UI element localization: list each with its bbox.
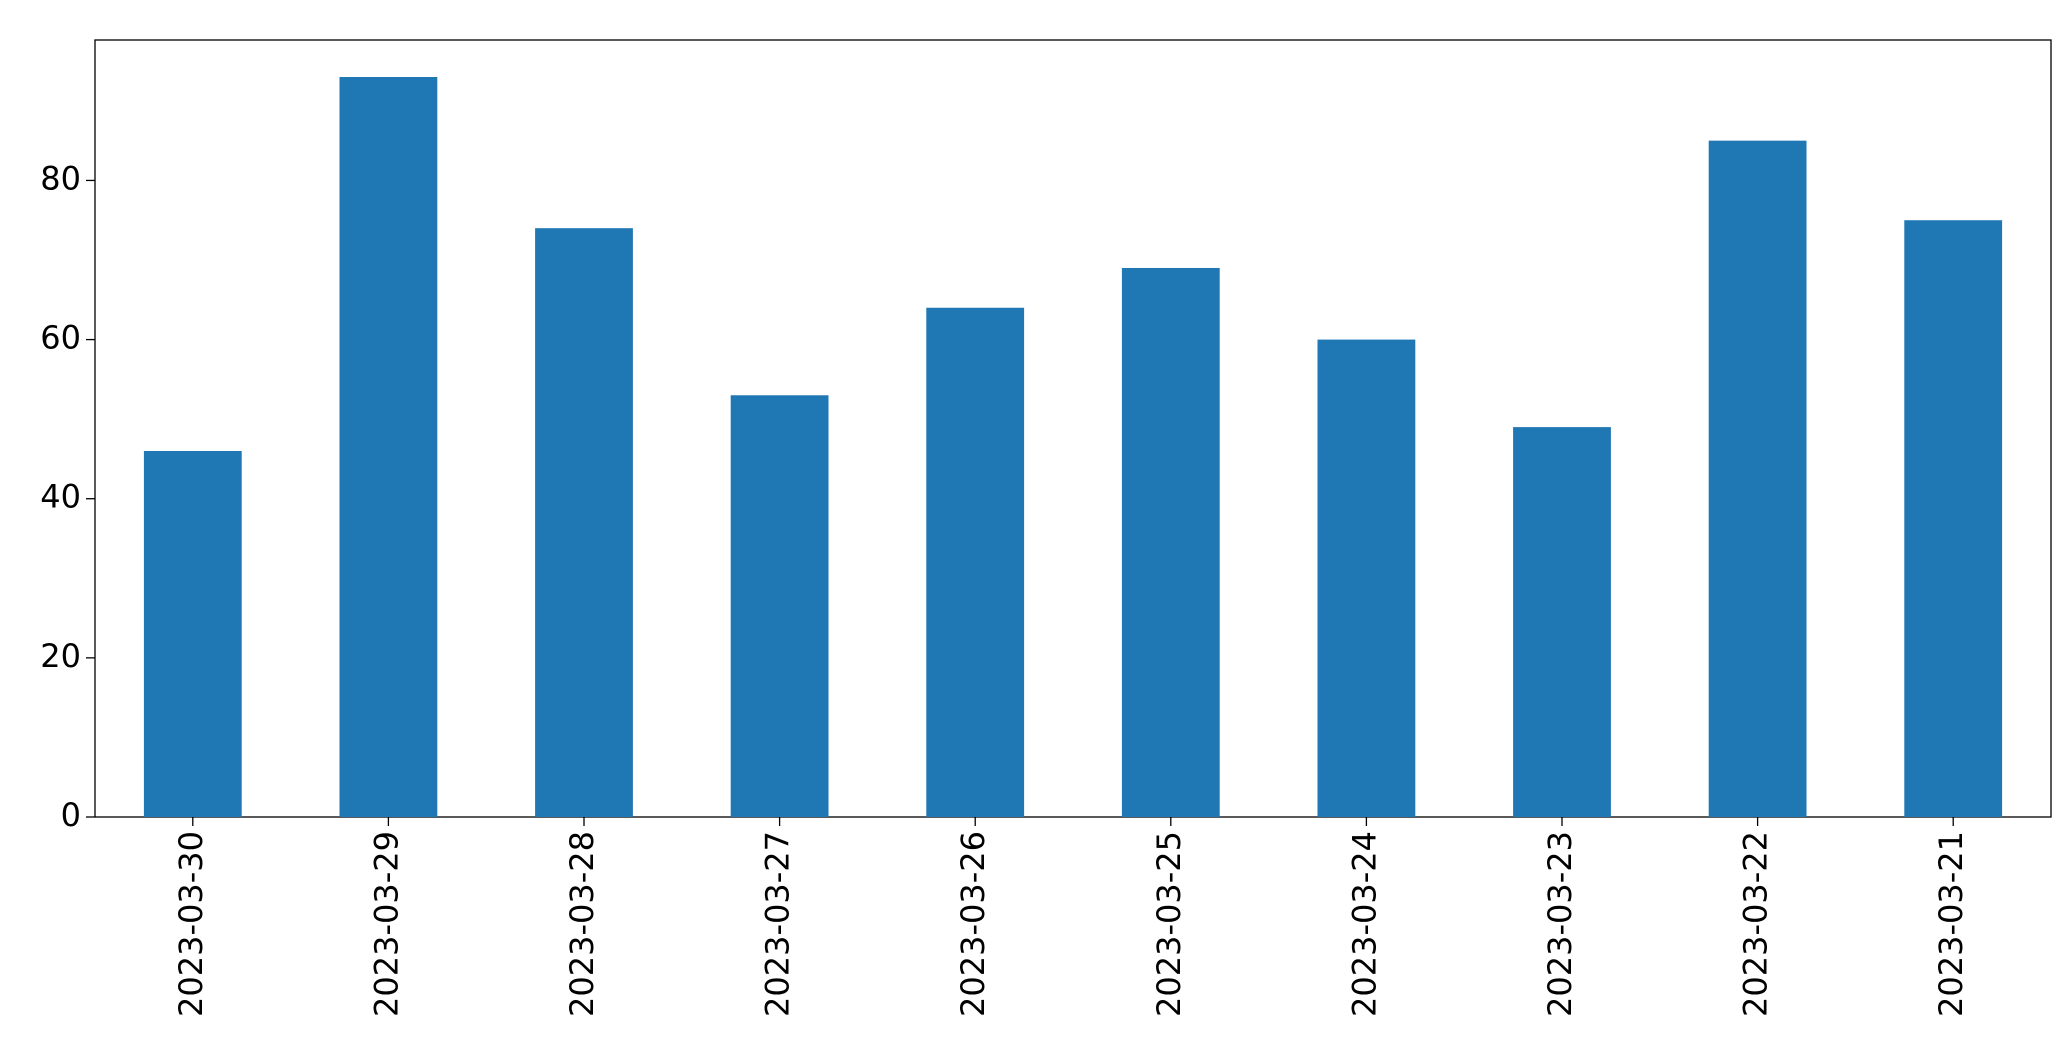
y-tick-label: 20 xyxy=(40,637,81,675)
x-tick-label: 2023-03-25 xyxy=(1150,831,1188,1017)
x-tick-label: 2023-03-30 xyxy=(172,831,210,1017)
bar xyxy=(143,450,242,817)
x-tick-label: 2023-03-21 xyxy=(1932,831,1970,1017)
x-tick-label: 2023-03-23 xyxy=(1541,831,1579,1017)
y-tick-label: 40 xyxy=(40,478,81,516)
x-tick-label: 2023-03-27 xyxy=(759,831,797,1017)
y-tick-label: 80 xyxy=(40,159,81,197)
plot-frame xyxy=(94,39,2052,818)
x-tick-label: 2023-03-29 xyxy=(367,831,405,1017)
x-tick-label: 2023-03-24 xyxy=(1345,831,1383,1017)
x-tick-label: 2023-03-22 xyxy=(1737,831,1775,1017)
x-tick-label: 2023-03-26 xyxy=(954,831,992,1017)
bar xyxy=(535,228,633,817)
bar xyxy=(339,77,438,817)
y-tick-label: 0 xyxy=(61,796,81,834)
bar xyxy=(730,395,829,817)
bar xyxy=(926,307,1025,817)
bar xyxy=(1904,220,2003,817)
bar xyxy=(1121,267,1220,817)
x-tick-label: 2023-03-28 xyxy=(563,831,601,1017)
bar xyxy=(1513,427,1611,817)
y-tick-label: 60 xyxy=(40,319,81,357)
bar xyxy=(1708,140,1807,818)
bar xyxy=(1317,339,1416,817)
